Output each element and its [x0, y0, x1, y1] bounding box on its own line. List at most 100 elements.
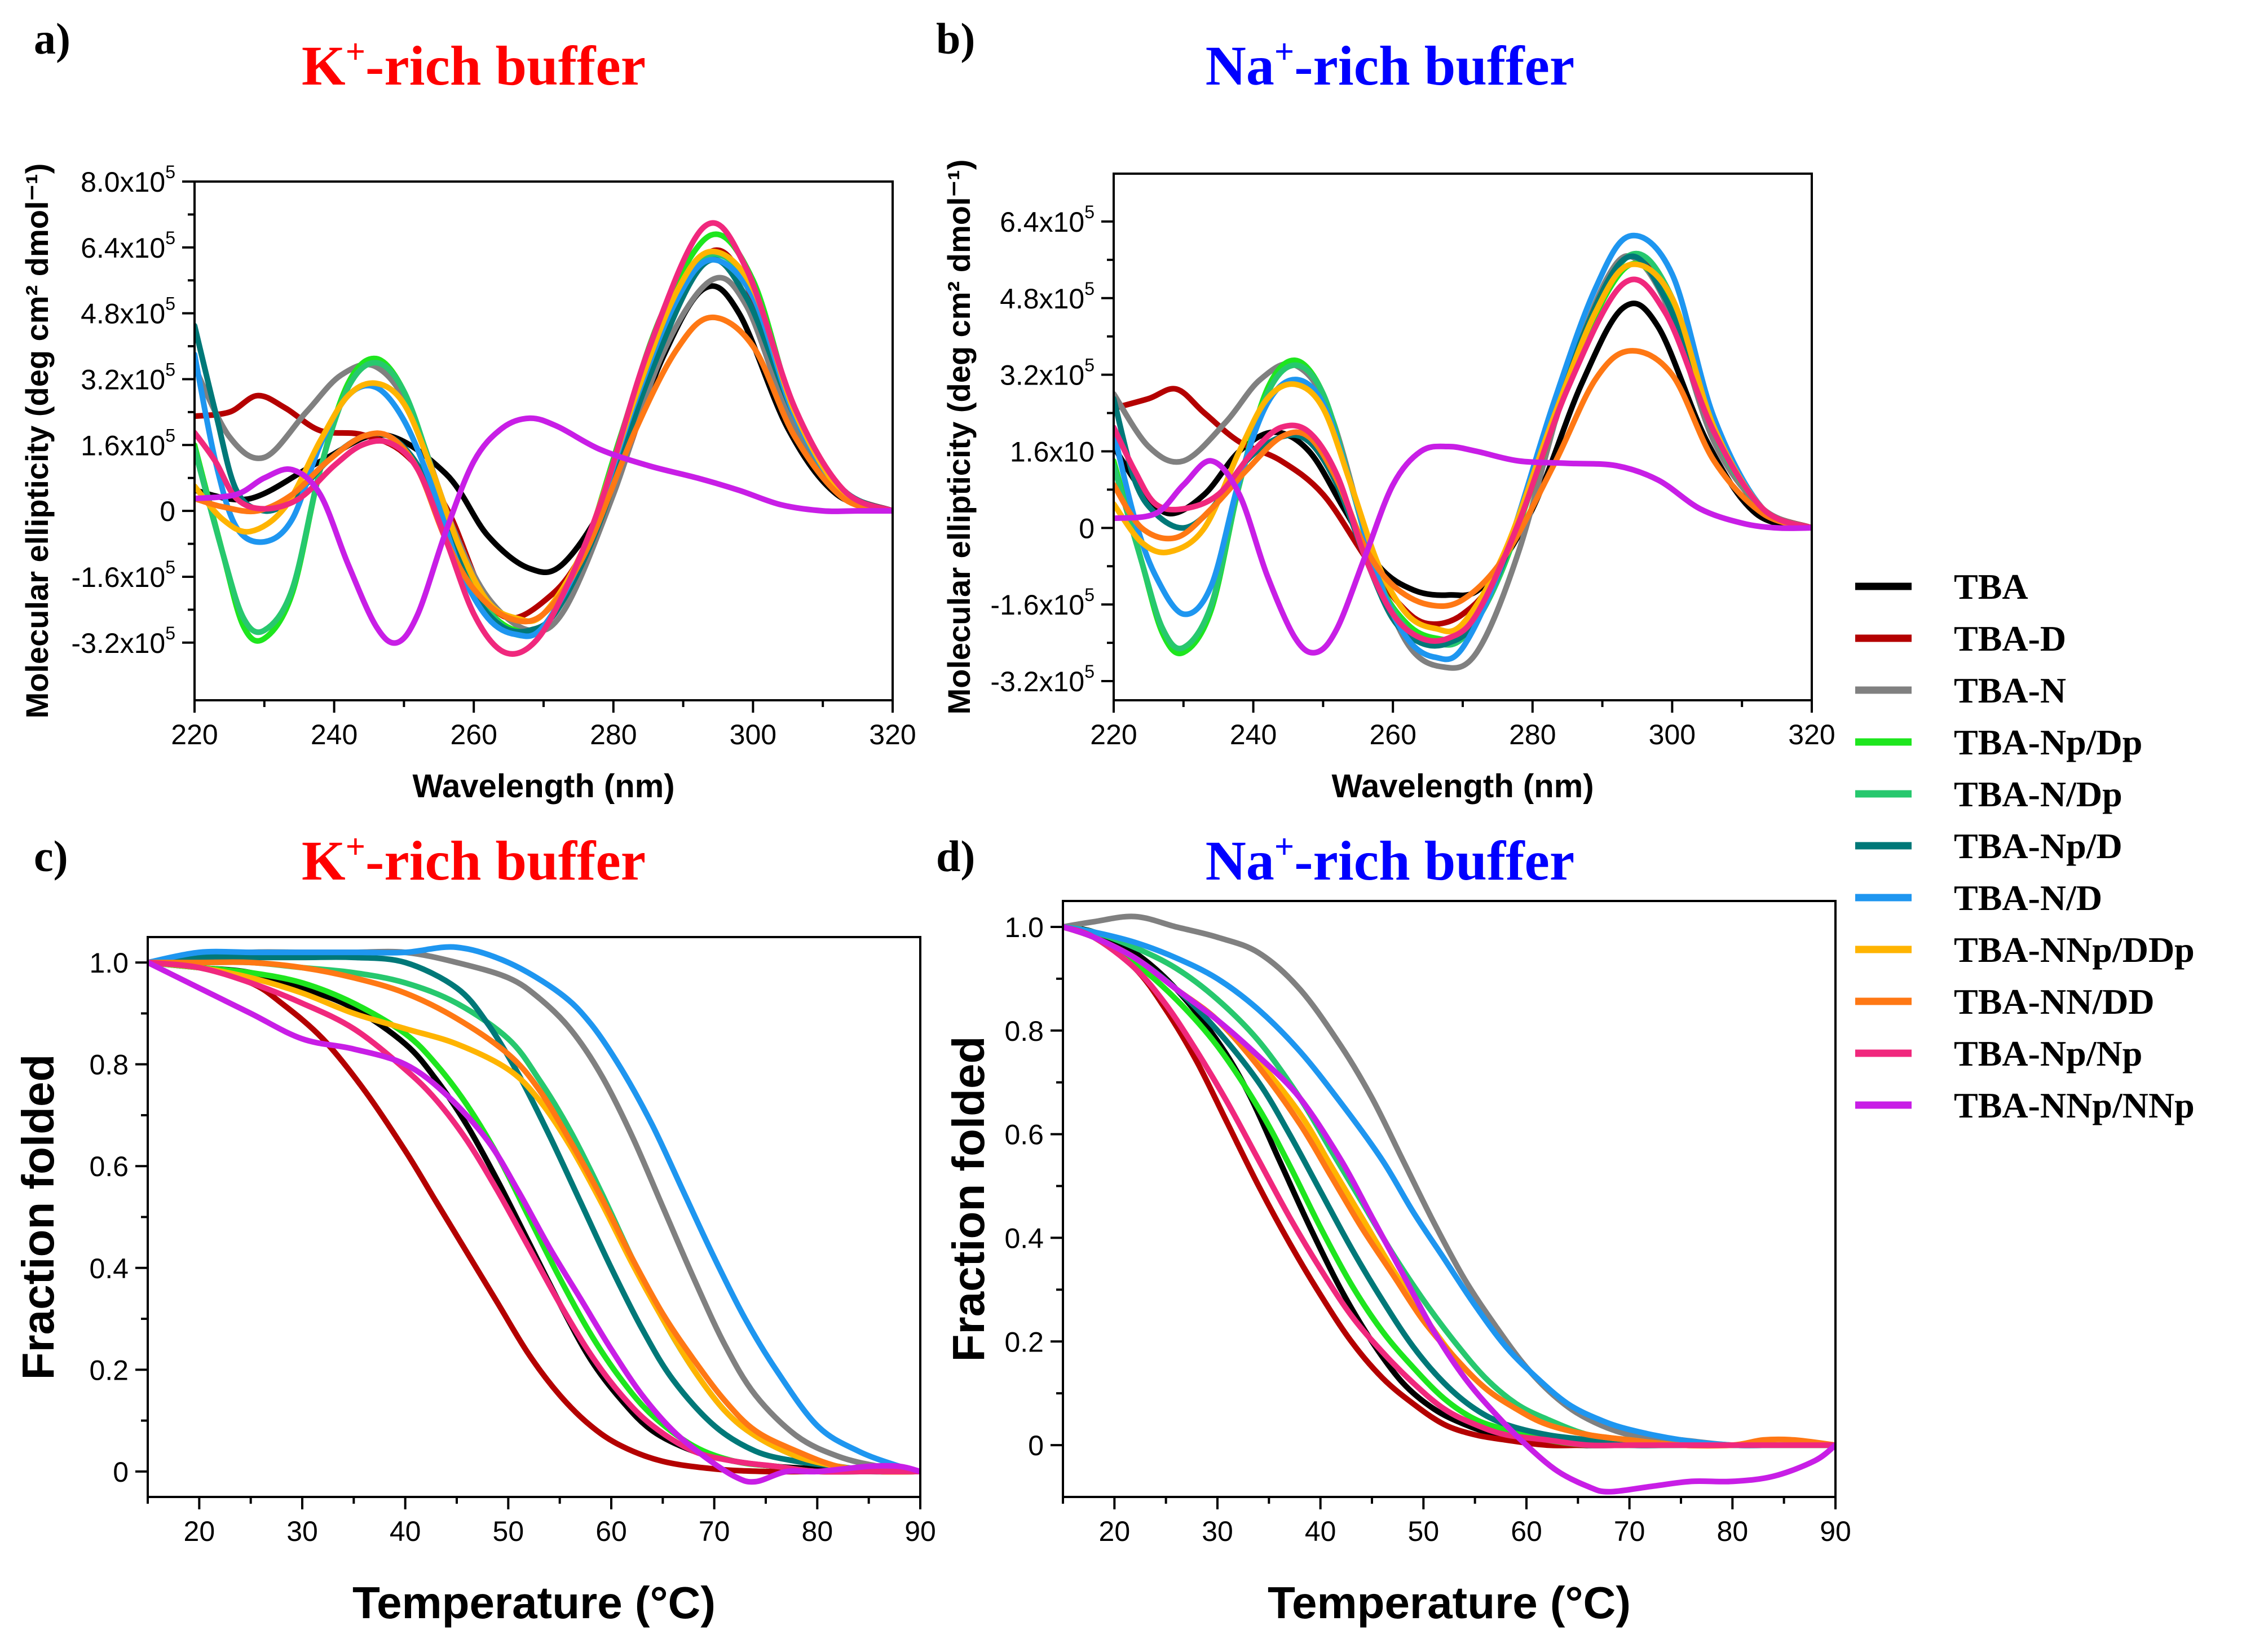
chart-title: K+-rich buffer	[302, 828, 646, 892]
panel-label: a)	[34, 14, 70, 63]
legend-entry: TBA-NN/DD	[1855, 982, 2155, 1022]
x-tick-label: 50	[1408, 1516, 1440, 1547]
series-line-tba-nnp-nnp	[195, 415, 893, 646]
y-tick-label: 0.4	[1004, 1222, 1044, 1254]
x-tick-label: 280	[590, 719, 637, 750]
legend-entry: TBA-Np/Dp	[1855, 722, 2142, 762]
y-tick-label: 0.6	[1004, 1119, 1044, 1151]
y-tick-label: -3.2x105	[990, 661, 1095, 697]
legend-entry: TBA-N/Dp	[1855, 774, 2122, 814]
series-line-tba-nnp-nnp	[148, 960, 920, 1485]
y-tick-label: -1.6x105	[990, 585, 1095, 621]
series-line-tba-d	[148, 960, 920, 1475]
series-line-tba-nn-dd	[195, 314, 893, 625]
series-line-tba-np-np	[195, 220, 893, 657]
y-axis-label: Fraction folded	[943, 1036, 994, 1362]
x-axis-label: Wavelength (nm)	[412, 768, 674, 805]
y-tick-label: 4.8x105	[1000, 279, 1095, 315]
legend-label: TBA-N/Dp	[1954, 774, 2122, 814]
y-tick-label: 6.4x105	[1000, 202, 1095, 238]
series-line-tba-n	[148, 948, 920, 1474]
legend-label: TBA-Np/Np	[1954, 1033, 2142, 1074]
y-tick-label: 0.8	[89, 1049, 129, 1081]
x-tick-label: 260	[450, 719, 497, 750]
y-tick-label: 0.2	[89, 1354, 129, 1386]
series-line-tba-n-dp	[195, 251, 893, 639]
legend-label: TBA-Np/Dp	[1954, 722, 2142, 762]
y-tick-label: 3.2x105	[1000, 355, 1095, 391]
chart-panel-3: c) K+-rich buffer 20 30 40 50 60 70 80 90 1.0 0.8 0.…	[13, 828, 936, 1628]
series-line-tba-n-d	[1063, 924, 1835, 1448]
series-line-tba-nn-dd	[1114, 348, 1812, 609]
series-line-tba-np-np	[1114, 276, 1812, 644]
x-tick-label: 240	[311, 719, 358, 750]
plot-frame	[1062, 900, 1837, 1498]
x-tick-label: 60	[1511, 1516, 1542, 1547]
y-tick-label: 4.8x105	[81, 294, 175, 330]
x-axis-label: Temperature (°C)	[352, 1578, 716, 1628]
legend-label: TBA-NN/DD	[1954, 982, 2155, 1022]
x-tick-label: 90	[1820, 1516, 1851, 1547]
legend-label: TBA-Np/D	[1954, 826, 2122, 866]
series-line-tba	[1114, 301, 1812, 598]
legend-label: TBA	[1954, 567, 2028, 607]
series-line-tba-n-d	[1114, 232, 1812, 662]
y-tick-label: 8.0x105	[81, 162, 175, 198]
series-line-tba-np-dp	[1063, 924, 1835, 1448]
y-tick-label: -1.6x105	[71, 557, 175, 593]
legend: TBA TBA-D TBA-N TBA-Np/Dp TBA-N/Dp TBA-Np/D TB…	[1855, 567, 2195, 1125]
legend-entry: TBA-NNp/NNp	[1855, 1085, 2195, 1125]
series-line-tba-np-dp	[195, 231, 893, 644]
panel-label: d)	[936, 832, 975, 881]
y-tick-label: 0	[1028, 1430, 1044, 1461]
y-tick-label: 1.6x105	[81, 425, 175, 461]
y-tick-label: 0.6	[89, 1151, 129, 1182]
x-tick-label: 300	[1649, 719, 1696, 750]
legend-entry: TBA-Np/D	[1855, 826, 2122, 866]
legend-label: TBA-N	[1954, 670, 2066, 710]
x-tick-label: 40	[1305, 1516, 1336, 1547]
legend-entry: TBA-Np/Np	[1855, 1033, 2142, 1074]
x-tick-label: 70	[699, 1516, 730, 1547]
series-line-tba-np-d	[148, 954, 920, 1475]
legend-entry: TBA-N/D	[1855, 878, 2102, 918]
x-tick-label: 220	[171, 719, 218, 750]
y-tick-label: 1.0	[89, 947, 129, 979]
series-group	[148, 944, 920, 1485]
y-axis-label: Molecular ellipticity (deg cm² dmol⁻¹)	[941, 160, 977, 715]
series-line-tba-nnp-nnp	[1114, 443, 1812, 656]
x-tick-label: 240	[1230, 719, 1277, 750]
x-tick-label: 20	[1099, 1516, 1131, 1547]
legend-label: TBA-D	[1954, 619, 2066, 659]
legend-entry: TBA-NNp/DDp	[1855, 930, 2195, 970]
x-tick-label: 320	[869, 719, 916, 750]
legend-label: TBA-NNp/NNp	[1954, 1085, 2195, 1125]
x-tick-label: 280	[1509, 719, 1556, 750]
series-line-tba-nnp-nnp	[1063, 924, 1835, 1495]
y-tick-label: 6.4x105	[81, 228, 175, 264]
x-tick-label: 220	[1090, 719, 1137, 750]
x-tick-label: 30	[286, 1516, 318, 1547]
x-tick-label: 50	[493, 1516, 524, 1547]
x-tick-label: 70	[1614, 1516, 1645, 1547]
legend-label: TBA-N/D	[1954, 878, 2102, 918]
y-tick-label: 0.8	[1004, 1015, 1044, 1047]
x-tick-label: 300	[730, 719, 776, 750]
series-line-tba-n-d	[195, 257, 893, 639]
chart-panel-2: b) Na+-rich buffer 220 240 260 280 300 320 6.4x1…	[936, 14, 1835, 805]
x-tick-label: 20	[184, 1516, 215, 1547]
legend-entry: TBA-D	[1855, 619, 2066, 659]
chart-panel-4: d) Na+-rich buffer 20 30 40 50 60 70 80 90 1.0 0.8 0…	[936, 828, 1851, 1628]
chart-panel-1: a) K+-rich buffer 220 240 260 280 300 320 8.0x10…	[19, 14, 916, 805]
series-line-tba-nnp-ddp	[1114, 261, 1812, 634]
series-line-tba-np-np	[1063, 924, 1835, 1448]
y-axis-label: Fraction folded	[13, 1054, 63, 1380]
chart-title: Na+-rich buffer	[1206, 828, 1575, 892]
y-tick-label: 1.0	[1004, 912, 1044, 943]
x-tick-label: 30	[1202, 1516, 1233, 1547]
chart-title: Na+-rich buffer	[1206, 33, 1575, 97]
legend-entry: TBA-N	[1855, 670, 2066, 710]
y-axis-label: Molecular ellipticity (deg cm² dmol⁻¹)	[19, 164, 55, 719]
y-tick-label: 1.6x10	[1010, 436, 1095, 467]
